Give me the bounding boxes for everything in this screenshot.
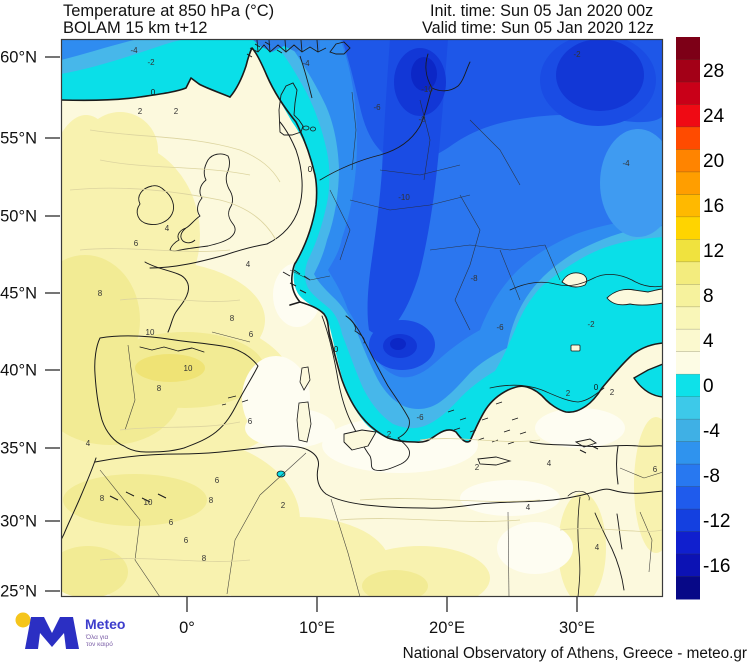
svg-text:30°N: 30°N	[0, 513, 37, 531]
svg-text:30°E: 30°E	[559, 619, 595, 637]
svg-text:8: 8	[157, 384, 162, 393]
svg-text:-2: -2	[573, 50, 581, 59]
svg-text:-12: -12	[703, 511, 730, 532]
svg-text:2: 2	[174, 107, 179, 116]
svg-text:2: 2	[610, 388, 615, 397]
svg-text:20°E: 20°E	[429, 619, 465, 637]
svg-text:Meteo: Meteo	[85, 616, 125, 632]
svg-text:8: 8	[100, 494, 105, 503]
svg-text:8: 8	[98, 289, 103, 298]
svg-text:2: 2	[566, 389, 571, 398]
svg-text:25°N: 25°N	[0, 583, 37, 601]
svg-text:6: 6	[653, 465, 658, 474]
svg-text:0: 0	[151, 88, 156, 97]
svg-text:-6: -6	[496, 323, 504, 332]
svg-text:6: 6	[134, 239, 139, 248]
svg-text:8: 8	[703, 286, 714, 307]
svg-text:-16: -16	[703, 556, 730, 577]
svg-text:-4: -4	[622, 159, 630, 168]
svg-text:16: 16	[703, 196, 724, 217]
svg-text:55°N: 55°N	[0, 130, 37, 148]
svg-text:45°N: 45°N	[0, 285, 37, 303]
svg-text:10: 10	[144, 498, 153, 507]
svg-text:-8: -8	[418, 115, 426, 124]
svg-text:4: 4	[595, 543, 600, 552]
svg-text:6: 6	[184, 536, 189, 545]
svg-text:0: 0	[308, 165, 313, 174]
svg-text:20: 20	[703, 151, 724, 172]
svg-text:6: 6	[248, 417, 253, 426]
svg-text:8: 8	[209, 496, 214, 505]
svg-text:4: 4	[547, 459, 552, 468]
svg-text:-10: -10	[421, 85, 433, 94]
svg-text:40°N: 40°N	[0, 362, 37, 380]
svg-text:-2: -2	[587, 320, 595, 329]
svg-text:Όλα για: Όλα για	[85, 634, 108, 641]
svg-text:-4: -4	[703, 421, 720, 442]
svg-text:12: 12	[703, 241, 724, 262]
svg-text:6: 6	[169, 518, 174, 527]
svg-text:8: 8	[202, 554, 207, 563]
svg-text:-8: -8	[470, 274, 478, 283]
svg-text:-6: -6	[373, 103, 381, 112]
svg-text:4: 4	[165, 224, 170, 233]
svg-text:2: 2	[138, 107, 143, 116]
svg-text:-8: -8	[703, 466, 720, 487]
svg-text:10: 10	[184, 364, 193, 373]
svg-text:-4: -4	[130, 46, 138, 55]
svg-text:28: 28	[703, 61, 724, 82]
svg-text:4: 4	[86, 439, 91, 448]
svg-text:24: 24	[703, 106, 725, 127]
svg-text:6: 6	[249, 330, 254, 339]
svg-text:4: 4	[526, 503, 531, 512]
svg-text:0: 0	[594, 383, 599, 392]
svg-text:10°E: 10°E	[299, 619, 335, 637]
svg-text:4: 4	[246, 260, 251, 269]
svg-text:10: 10	[146, 328, 155, 337]
svg-text:0: 0	[703, 376, 714, 397]
svg-text:4: 4	[703, 331, 714, 352]
svg-text:0°: 0°	[179, 619, 195, 637]
svg-text:2: 2	[475, 463, 480, 472]
svg-text:8: 8	[230, 314, 235, 323]
svg-text:35°N: 35°N	[0, 440, 37, 458]
svg-text:-10: -10	[398, 193, 410, 202]
svg-text:2: 2	[387, 430, 392, 439]
svg-text:50°N: 50°N	[0, 208, 37, 226]
svg-text:-2: -2	[147, 58, 155, 67]
svg-text:-4: -4	[302, 59, 310, 68]
svg-text:6: 6	[215, 476, 220, 485]
svg-text:60°N: 60°N	[0, 49, 37, 67]
svg-text:τον καιρό: τον καιρό	[86, 640, 113, 648]
svg-text:0: 0	[334, 345, 339, 354]
svg-text:-6: -6	[416, 413, 424, 422]
svg-text:2: 2	[281, 501, 286, 510]
